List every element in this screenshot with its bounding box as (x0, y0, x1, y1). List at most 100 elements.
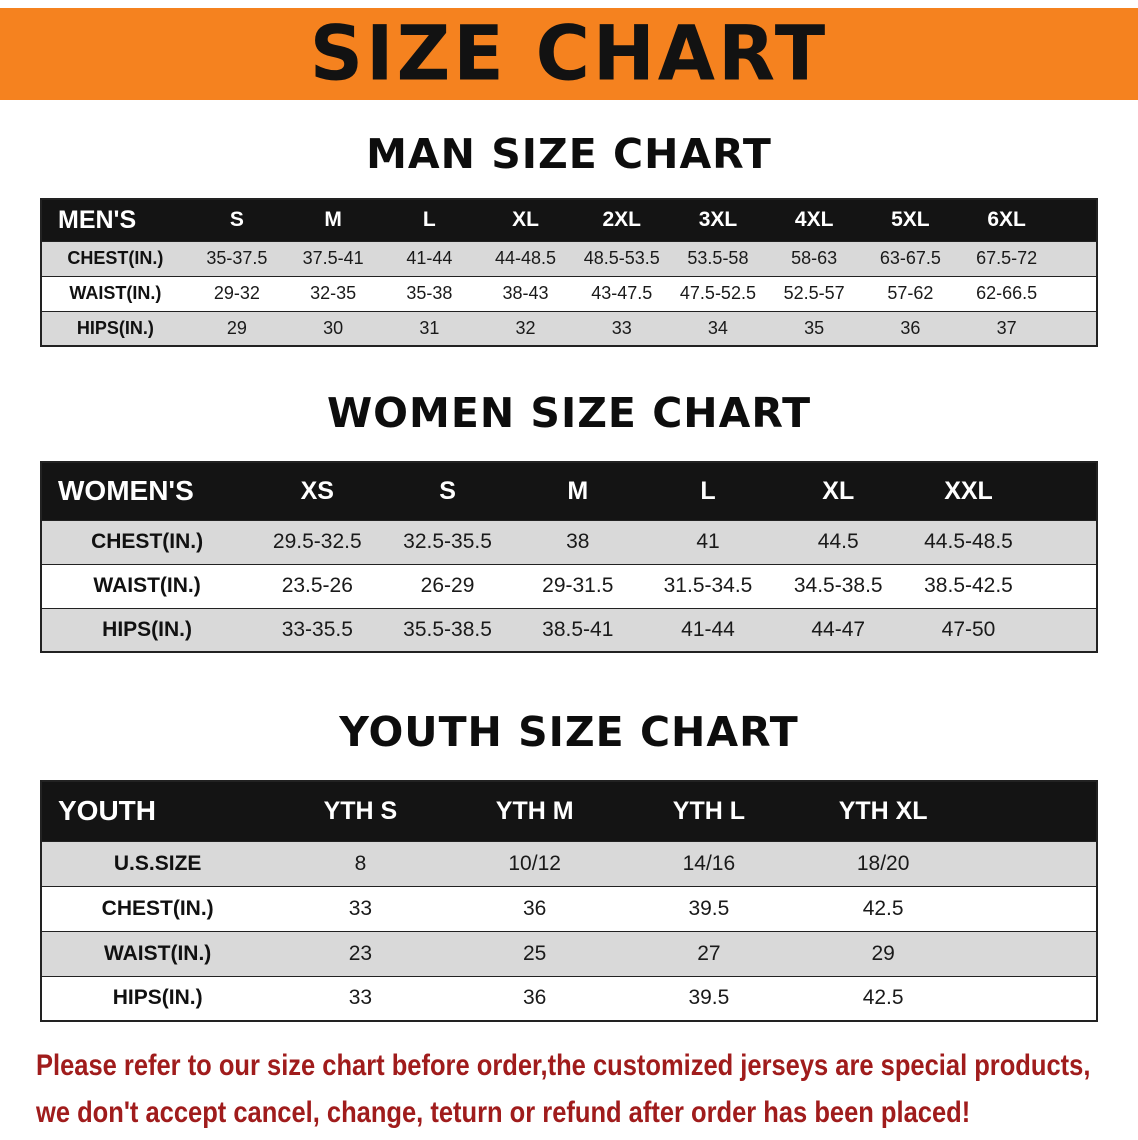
cell: 42.5 (796, 885, 971, 932)
table-row: U.S.SIZE 8 10/12 14/16 18/20 (41, 840, 1097, 887)
table-title-cell: MEN'S (41, 199, 189, 241)
cell: 10/12 (447, 840, 622, 887)
filler-cell (1033, 462, 1097, 520)
header-row: YOUTH YTH S YTH M YTH L YTH XL (41, 781, 1097, 841)
cell: 44-48.5 (477, 240, 574, 277)
cell: 39.5 (621, 975, 797, 1022)
size-table: WOMEN'S XS S M L XL XXL CHEST(IN.) 29.5-32.5 32.5… (40, 461, 1098, 653)
filler-cell (970, 781, 1097, 841)
cell: 44-47 (773, 607, 904, 653)
cell: 23.5-26 (252, 563, 383, 609)
cell: 31 (381, 310, 478, 347)
filler-cell (970, 885, 1097, 932)
cell: 47-50 (903, 607, 1034, 653)
row-label: CHEST(IN.) (41, 519, 253, 565)
row-label: WAIST(IN.) (41, 563, 253, 609)
table-row: WAIST(IN.) 23.5-26 26-29 29-31.5 31.5-34.5 34… (41, 563, 1097, 609)
table-row: CHEST(IN.) 33 36 39.5 42.5 (41, 885, 1097, 932)
size-chart-page: SIZE CHART MAN SIZE CHART MEN'S S M L XL 2XL 3… (0, 8, 1138, 1140)
cell: 34 (669, 310, 767, 347)
cell: 31.5-34.5 (642, 563, 774, 609)
cell: 35-37.5 (188, 240, 286, 277)
filler-cell (970, 930, 1097, 977)
column-header: M (512, 462, 643, 520)
cell: 52.5-57 (766, 275, 863, 312)
cell: 23 (273, 930, 448, 977)
table-row: HIPS(IN.) 33-35.5 35.5-38.5 38.5-41 41-44 44-… (41, 607, 1097, 653)
column-header: YTH XL (796, 781, 971, 841)
filler-cell (1054, 275, 1097, 312)
cell: 29.5-32.5 (252, 519, 383, 565)
cell: 34.5-38.5 (773, 563, 904, 609)
table-row: WAIST(IN.) 23 25 27 29 (41, 930, 1097, 977)
cell: 14/16 (621, 840, 797, 887)
banner: SIZE CHART (0, 8, 1138, 100)
cell: 33 (573, 310, 670, 347)
column-header: XS (252, 462, 383, 520)
size-table: YOUTH YTH S YTH M YTH L YTH XL U.S.SIZE 8 10/12… (40, 780, 1098, 1022)
column-header: YTH L (621, 781, 797, 841)
filler-cell (1054, 199, 1097, 241)
cell: 32 (477, 310, 574, 347)
filler-cell (1033, 563, 1097, 609)
cell: 62-66.5 (958, 275, 1055, 312)
row-label: U.S.SIZE (41, 840, 274, 887)
column-header: S (382, 462, 513, 520)
cell: 36 (447, 885, 622, 932)
cell: 33 (273, 975, 448, 1022)
cell: 44.5-48.5 (903, 519, 1034, 565)
table-row: HIPS(IN.) 33 36 39.5 42.5 (41, 975, 1097, 1022)
cell: 39.5 (621, 885, 797, 932)
women-section-heading: WOMEN SIZE CHART (326, 389, 812, 437)
table-row: HIPS(IN.) 29 30 31 32 33 34 35 36 37 (41, 310, 1097, 347)
header-row: MEN'S S M L XL 2XL 3XL 4XL 5XL 6XL (41, 199, 1097, 241)
column-header: 2XL (573, 199, 670, 241)
cell: 42.5 (796, 975, 971, 1022)
men-section-heading: MAN SIZE CHART (366, 130, 772, 178)
filler-cell (970, 840, 1097, 887)
youth-size-table-container: YOUTH YTH S YTH M YTH L YTH XL U.S.SIZE 8 10/12… (40, 780, 1098, 1022)
cell: 36 (862, 310, 959, 347)
row-label: HIPS(IN.) (41, 310, 189, 347)
cell: 63-67.5 (862, 240, 959, 277)
column-header: 4XL (766, 199, 863, 241)
cell: 35.5-38.5 (382, 607, 513, 653)
column-header: XXL (903, 462, 1034, 520)
table-row: WAIST(IN.) 29-32 32-35 35-38 38-43 43-47.5 47.… (41, 275, 1097, 312)
disclaimer-line-2: we don't accept cancel, change, teturn o… (36, 1096, 971, 1129)
column-header: YTH M (447, 781, 622, 841)
cell: 38.5-41 (512, 607, 643, 653)
cell: 35-38 (381, 275, 478, 312)
cell: 47.5-52.5 (669, 275, 767, 312)
column-header: XL (477, 199, 574, 241)
youth-section-heading: YOUTH SIZE CHART (339, 708, 799, 756)
cell: 26-29 (382, 563, 513, 609)
cell: 35 (766, 310, 863, 347)
filler-cell (1054, 240, 1097, 277)
cell: 29-31.5 (512, 563, 643, 609)
cell: 48.5-53.5 (573, 240, 670, 277)
disclaimer-note: Please refer to our size chart before or… (0, 1042, 1138, 1136)
page-title: SIZE CHART (309, 10, 829, 98)
disclaimer-line-1: Please refer to our size chart before or… (36, 1049, 1091, 1082)
cell: 18/20 (796, 840, 971, 887)
column-header: 6XL (958, 199, 1055, 241)
cell: 33 (273, 885, 448, 932)
row-label: CHEST(IN.) (41, 240, 189, 277)
men-size-table-container: MEN'S S M L XL 2XL 3XL 4XL 5XL 6XL CHEST(IN.) 35-37… (40, 198, 1098, 347)
cell: 29 (796, 930, 971, 977)
cell: 53.5-58 (669, 240, 767, 277)
table-title-cell: WOMEN'S (41, 462, 253, 520)
filler-cell (1054, 310, 1097, 347)
cell: 43-47.5 (573, 275, 670, 312)
column-header: YTH S (273, 781, 448, 841)
row-label: WAIST(IN.) (41, 275, 189, 312)
filler-cell (970, 975, 1097, 1022)
cell: 25 (447, 930, 622, 977)
cell: 27 (621, 930, 797, 977)
size-table: MEN'S S M L XL 2XL 3XL 4XL 5XL 6XL CHEST(IN.) 35-37… (40, 198, 1098, 347)
cell: 32-35 (285, 275, 382, 312)
cell: 44.5 (773, 519, 904, 565)
row-label: HIPS(IN.) (41, 607, 253, 653)
column-header: M (285, 199, 382, 241)
